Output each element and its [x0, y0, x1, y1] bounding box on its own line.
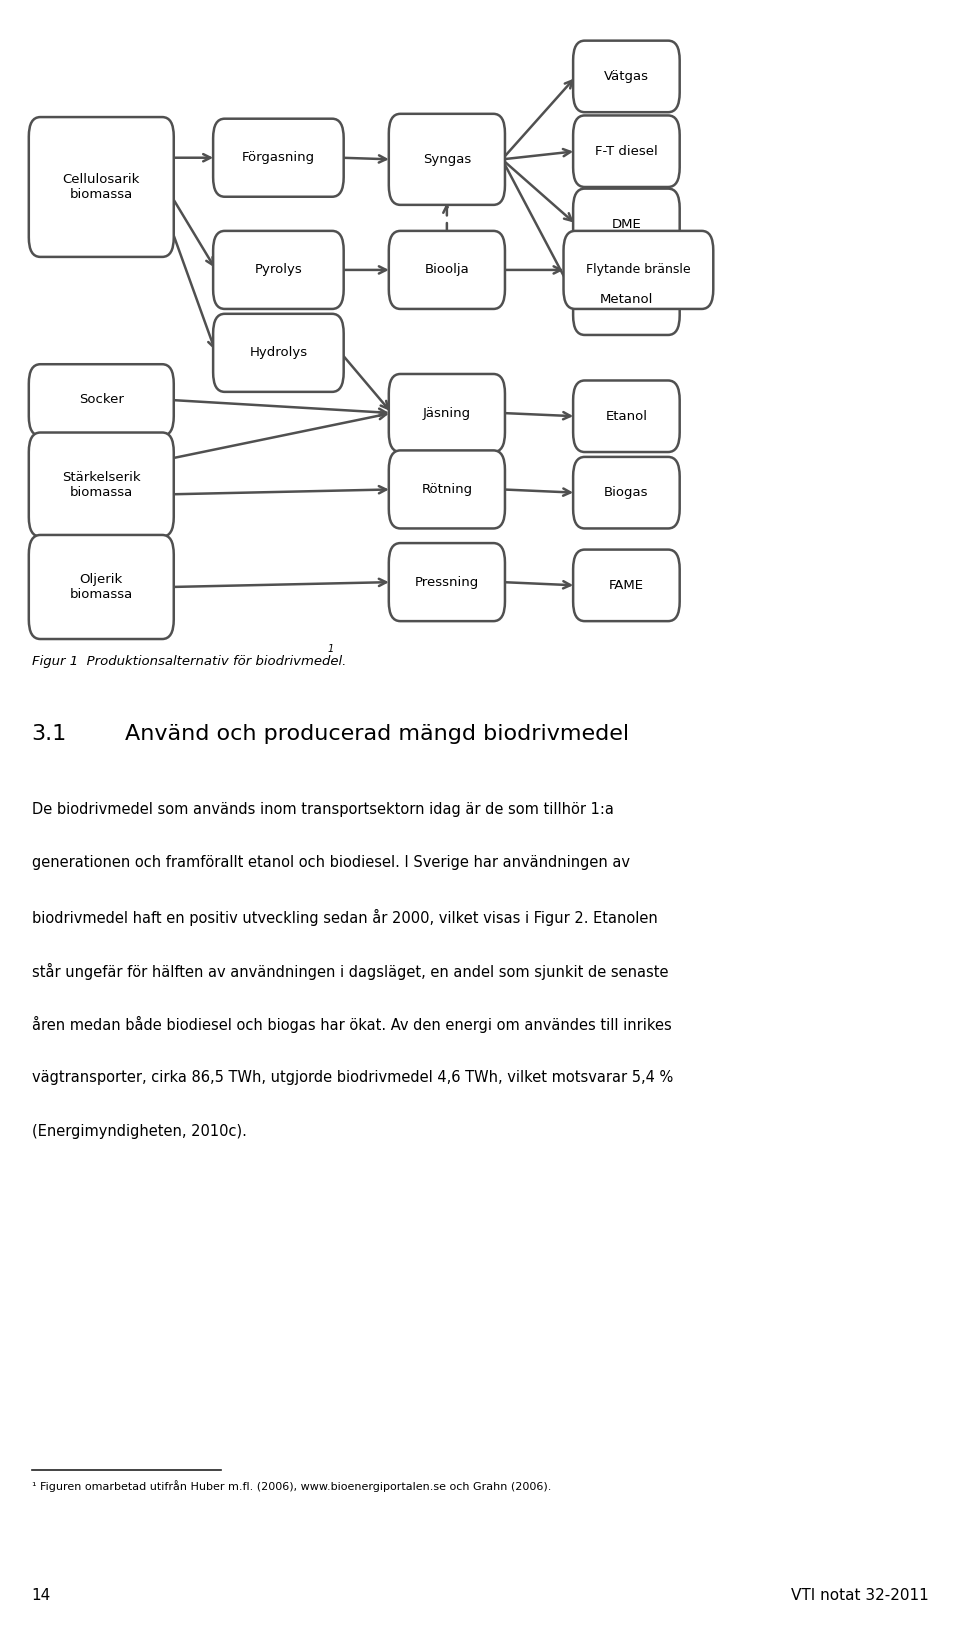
FancyBboxPatch shape — [213, 231, 344, 309]
Text: Pressning: Pressning — [415, 576, 479, 589]
FancyBboxPatch shape — [213, 119, 344, 197]
Text: Använd och producerad mängd biodrivmedel: Använd och producerad mängd biodrivmedel — [125, 724, 629, 743]
FancyBboxPatch shape — [573, 263, 680, 335]
FancyBboxPatch shape — [29, 364, 174, 436]
Text: 1: 1 — [327, 644, 334, 654]
Text: Figur 1  Produktionsalternativ för biodrivmedel.: Figur 1 Produktionsalternativ för biodri… — [32, 655, 346, 668]
FancyBboxPatch shape — [29, 117, 174, 257]
FancyBboxPatch shape — [29, 433, 174, 537]
FancyBboxPatch shape — [389, 374, 505, 452]
FancyBboxPatch shape — [573, 115, 680, 187]
Text: Jäsning: Jäsning — [422, 406, 471, 420]
Text: FAME: FAME — [609, 579, 644, 592]
FancyBboxPatch shape — [573, 189, 680, 260]
Text: biodrivmedel haft en positiv utveckling sedan år 2000, vilket visas i Figur 2. E: biodrivmedel haft en positiv utveckling … — [32, 909, 658, 925]
Text: Vätgas: Vätgas — [604, 70, 649, 83]
Text: Etanol: Etanol — [606, 410, 647, 423]
Text: 14: 14 — [32, 1589, 51, 1603]
FancyBboxPatch shape — [573, 41, 680, 112]
FancyBboxPatch shape — [564, 231, 713, 309]
Text: Metanol: Metanol — [600, 293, 653, 306]
Text: Socker: Socker — [79, 393, 124, 406]
Text: VTI notat 32-2011: VTI notat 32-2011 — [791, 1589, 928, 1603]
Text: står ungefär för hälften av användningen i dagsläget, en andel som sjunkit de se: står ungefär för hälften av användningen… — [32, 963, 668, 979]
FancyBboxPatch shape — [573, 550, 680, 621]
FancyBboxPatch shape — [573, 457, 680, 528]
Text: generationen och framförallt etanol och biodiesel. I Sverige har användningen av: generationen och framförallt etanol och … — [32, 855, 630, 870]
Text: F-T diesel: F-T diesel — [595, 145, 658, 158]
Text: Flytande bränsle: Flytande bränsle — [587, 263, 690, 276]
Text: Cellulosarik
biomassa: Cellulosarik biomassa — [62, 172, 140, 202]
FancyBboxPatch shape — [573, 380, 680, 452]
Text: 3.1: 3.1 — [32, 724, 67, 743]
Text: åren medan både biodiesel och biogas har ökat. Av den energi om användes till in: åren medan både biodiesel och biogas har… — [32, 1016, 671, 1033]
Text: Stärkelserik
biomassa: Stärkelserik biomassa — [62, 470, 140, 499]
FancyBboxPatch shape — [389, 114, 505, 205]
Text: Biogas: Biogas — [604, 486, 649, 499]
FancyBboxPatch shape — [213, 314, 344, 392]
Text: Hydrolys: Hydrolys — [250, 346, 307, 359]
Text: DME: DME — [612, 218, 641, 231]
Text: Rötning: Rötning — [421, 483, 472, 496]
Text: Bioolja: Bioolja — [424, 263, 469, 276]
FancyBboxPatch shape — [29, 535, 174, 639]
Text: Pyrolys: Pyrolys — [254, 263, 302, 276]
Text: Syngas: Syngas — [422, 153, 471, 166]
Text: (Energimyndigheten, 2010c).: (Energimyndigheten, 2010c). — [32, 1124, 247, 1138]
Text: ¹ Figuren omarbetad utifrån Huber m.fl. (2006), www.bioenergiportalen.se och Gra: ¹ Figuren omarbetad utifrån Huber m.fl. … — [32, 1480, 551, 1491]
FancyBboxPatch shape — [389, 543, 505, 621]
Text: De biodrivmedel som används inom transportsektorn idag är de som tillhör 1:a: De biodrivmedel som används inom transpo… — [32, 802, 613, 816]
Text: Oljerik
biomassa: Oljerik biomassa — [70, 572, 132, 602]
FancyBboxPatch shape — [389, 231, 505, 309]
Text: Förgasning: Förgasning — [242, 151, 315, 164]
Text: vägtransporter, cirka 86,5 TWh, utgjorde biodrivmedel 4,6 TWh, vilket motsvarar : vägtransporter, cirka 86,5 TWh, utgjorde… — [32, 1070, 673, 1085]
FancyBboxPatch shape — [389, 450, 505, 528]
